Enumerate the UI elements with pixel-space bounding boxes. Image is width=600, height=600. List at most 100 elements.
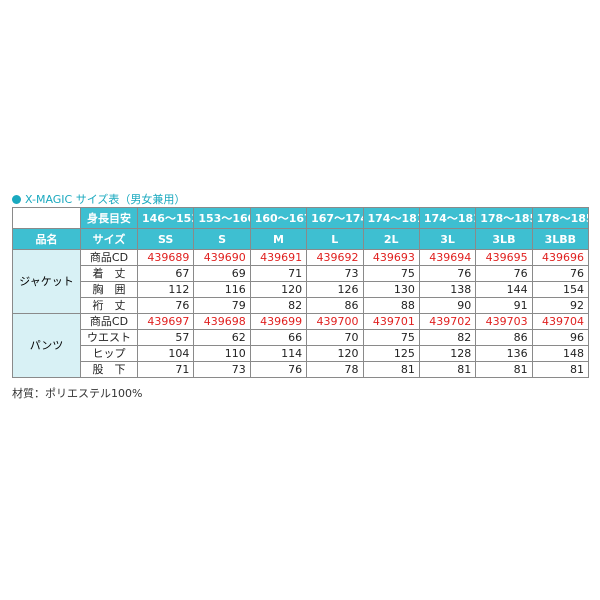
measurement: 90 bbox=[418, 297, 477, 314]
measurement: 136 bbox=[475, 345, 533, 362]
height-range: 178～185 bbox=[531, 207, 590, 229]
title: X-MAGIC サイズ表（男女兼用） bbox=[12, 191, 185, 207]
size: 3LBB bbox=[531, 228, 590, 250]
measurement: 92 bbox=[531, 297, 590, 314]
size: M bbox=[249, 228, 308, 250]
product-code: 439692 bbox=[306, 249, 364, 266]
product-code: 439699 bbox=[249, 313, 308, 330]
height-range: 146～153 bbox=[136, 207, 195, 229]
height-label: 身長目安 bbox=[80, 207, 138, 229]
measurement: 67 bbox=[136, 265, 195, 282]
item-name: ジャケット bbox=[12, 249, 81, 314]
measurement: 91 bbox=[475, 297, 533, 314]
size-label: サイズ bbox=[80, 228, 138, 250]
row-label: 裄 丈 bbox=[80, 297, 138, 314]
row-label: ウエスト bbox=[80, 329, 138, 346]
row-label: 胸 囲 bbox=[80, 281, 138, 298]
product-code: 439704 bbox=[531, 313, 590, 330]
height-range: 153～160 bbox=[193, 207, 251, 229]
product-code: 439689 bbox=[136, 249, 195, 266]
measurement: 73 bbox=[193, 361, 251, 378]
table-row: 身長目安 146～153 153～160 160～167 167～174 174～181 1… bbox=[12, 207, 590, 229]
product-code: 439696 bbox=[531, 249, 590, 266]
measurement: 126 bbox=[306, 281, 364, 298]
measurement: 71 bbox=[136, 361, 195, 378]
measurement: 128 bbox=[418, 345, 477, 362]
measurement: 76 bbox=[418, 265, 477, 282]
row-label: ヒップ bbox=[80, 345, 138, 362]
measurement: 120 bbox=[306, 345, 364, 362]
item-name: パンツ bbox=[12, 313, 81, 378]
size-table: 身長目安 146～153 153～160 160～167 167～174 174～181 1… bbox=[12, 207, 590, 378]
measurement: 104 bbox=[136, 345, 195, 362]
table-row: 胸 囲 112 116 120 126 130 138 144 154 bbox=[13, 281, 590, 298]
product-code: 439697 bbox=[136, 313, 195, 330]
product-code: 439700 bbox=[306, 313, 364, 330]
item-label: 品名 bbox=[12, 228, 81, 250]
measurement: 112 bbox=[136, 281, 195, 298]
measurement: 76 bbox=[136, 297, 195, 314]
title-text: X-MAGIC サイズ表（男女兼用） bbox=[25, 193, 186, 206]
measurement: 71 bbox=[249, 265, 308, 282]
measurement: 62 bbox=[193, 329, 251, 346]
product-code: 439698 bbox=[193, 313, 251, 330]
measurement: 138 bbox=[418, 281, 477, 298]
product-code: 439695 bbox=[475, 249, 533, 266]
bullet bbox=[12, 195, 21, 204]
measurement: 116 bbox=[193, 281, 251, 298]
product-code: 439690 bbox=[193, 249, 251, 266]
measurement: 148 bbox=[531, 345, 590, 362]
measurement: 125 bbox=[362, 345, 420, 362]
measurement: 76 bbox=[531, 265, 590, 282]
height-range: 160～167 bbox=[249, 207, 308, 229]
measurement: 82 bbox=[249, 297, 308, 314]
measurement: 88 bbox=[362, 297, 420, 314]
table-row: ジャケット 商品CD 439689 439690 439691 439692 439693 4… bbox=[12, 249, 590, 314]
table-row: 裄 丈 76 79 82 86 88 90 91 92 bbox=[13, 297, 590, 314]
table-row: 品名 サイズ SS S M L 2L 3L 3LB 3LBB bbox=[12, 228, 590, 250]
table-row: ヒップ 104 110 114 120 125 128 136 148 bbox=[13, 345, 590, 362]
measurement: 82 bbox=[418, 329, 477, 346]
measurement: 144 bbox=[475, 281, 533, 298]
row-label: 股 下 bbox=[80, 361, 138, 378]
product-code: 439702 bbox=[418, 313, 477, 330]
table-row: パンツ 商品CD 439697 439698 439699 439700 439701 439… bbox=[12, 313, 590, 378]
measurement: 73 bbox=[306, 265, 364, 282]
product-code: 439701 bbox=[362, 313, 420, 330]
measurement: 81 bbox=[418, 361, 477, 378]
size: SS bbox=[136, 228, 195, 250]
measurement: 69 bbox=[193, 265, 251, 282]
table-row: 着 丈 67 69 71 73 75 76 76 76 bbox=[13, 265, 590, 282]
size: 3L bbox=[418, 228, 477, 250]
product-code: 439694 bbox=[418, 249, 477, 266]
measurement: 96 bbox=[531, 329, 590, 346]
measurement: 76 bbox=[249, 361, 308, 378]
row-label: 商品CD bbox=[80, 249, 138, 266]
product-code: 439693 bbox=[362, 249, 420, 266]
measurement: 57 bbox=[136, 329, 195, 346]
measurement: 79 bbox=[193, 297, 251, 314]
measurement: 110 bbox=[193, 345, 251, 362]
height-range: 174～181 bbox=[418, 207, 477, 229]
measurement: 114 bbox=[249, 345, 308, 362]
row-label: 着 丈 bbox=[80, 265, 138, 282]
product-code: 439703 bbox=[475, 313, 533, 330]
measurement: 86 bbox=[306, 297, 364, 314]
height-range: 167～174 bbox=[306, 207, 364, 229]
measurement: 75 bbox=[362, 265, 420, 282]
measurement: 130 bbox=[362, 281, 420, 298]
size: S bbox=[193, 228, 251, 250]
measurement: 70 bbox=[306, 329, 364, 346]
measurement: 81 bbox=[531, 361, 590, 378]
measurement: 154 bbox=[531, 281, 590, 298]
row-label: 商品CD bbox=[80, 313, 138, 330]
measurement: 81 bbox=[362, 361, 420, 378]
size: 3LB bbox=[475, 228, 533, 250]
measurement: 86 bbox=[475, 329, 533, 346]
measurement: 120 bbox=[249, 281, 308, 298]
measurement: 78 bbox=[306, 361, 364, 378]
measurement: 76 bbox=[475, 265, 533, 282]
size: 2L bbox=[362, 228, 420, 250]
measurement: 81 bbox=[475, 361, 533, 378]
empty-cell bbox=[12, 207, 81, 229]
